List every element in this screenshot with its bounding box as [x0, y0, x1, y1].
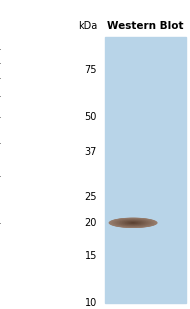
Polygon shape: [118, 220, 148, 226]
Polygon shape: [111, 218, 155, 227]
Text: 10: 10: [85, 298, 97, 308]
Text: 20: 20: [85, 218, 97, 228]
Polygon shape: [121, 220, 145, 225]
Polygon shape: [115, 219, 151, 227]
Polygon shape: [129, 222, 137, 224]
Polygon shape: [125, 221, 141, 225]
Text: 75: 75: [84, 65, 97, 75]
Polygon shape: [116, 219, 150, 226]
Polygon shape: [114, 219, 152, 227]
Polygon shape: [124, 221, 142, 225]
Polygon shape: [119, 220, 147, 226]
Text: 25: 25: [84, 192, 97, 202]
Polygon shape: [113, 219, 153, 227]
Polygon shape: [126, 221, 140, 224]
Polygon shape: [132, 222, 134, 223]
Text: 37: 37: [85, 147, 97, 157]
Polygon shape: [121, 220, 145, 225]
Polygon shape: [117, 219, 149, 226]
Text: kDa: kDa: [78, 21, 97, 32]
Text: 15: 15: [85, 251, 97, 261]
Polygon shape: [112, 218, 154, 227]
Polygon shape: [123, 221, 143, 225]
Polygon shape: [109, 218, 157, 228]
Polygon shape: [126, 222, 140, 224]
Bar: [105, 37, 186, 303]
Polygon shape: [131, 222, 135, 223]
Polygon shape: [109, 218, 158, 228]
Polygon shape: [118, 220, 148, 226]
Polygon shape: [120, 220, 146, 226]
Text: 50: 50: [85, 112, 97, 122]
Text: Western Blot: Western Blot: [107, 21, 184, 32]
Polygon shape: [110, 218, 156, 228]
Polygon shape: [131, 222, 135, 223]
Polygon shape: [115, 219, 151, 226]
Polygon shape: [110, 218, 156, 228]
Polygon shape: [127, 222, 139, 224]
Polygon shape: [123, 221, 143, 225]
Polygon shape: [122, 221, 144, 225]
Polygon shape: [112, 218, 154, 227]
Polygon shape: [120, 220, 146, 226]
Polygon shape: [129, 222, 137, 224]
Polygon shape: [127, 222, 139, 224]
Polygon shape: [113, 218, 153, 227]
Polygon shape: [128, 222, 138, 224]
Polygon shape: [116, 219, 150, 226]
Polygon shape: [124, 221, 142, 225]
Polygon shape: [130, 222, 136, 223]
